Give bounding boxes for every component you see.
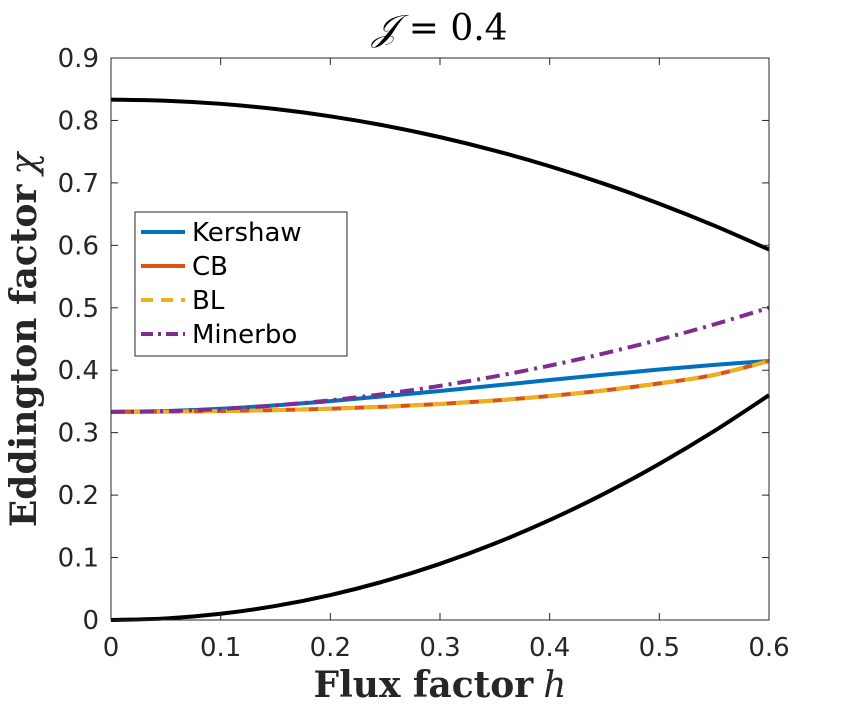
legend-label-cb: CB — [192, 252, 228, 282]
series-line-upper-bound — [110, 97, 770, 252]
y-tick-label: 0.7 — [58, 169, 99, 199]
legend-label-kershaw: Kershaw — [192, 218, 302, 248]
series-line-lower-bound — [110, 393, 771, 622]
plot-lines — [110, 97, 771, 622]
y-tick-label: 0.8 — [58, 106, 99, 136]
x-tick-label: 0.5 — [639, 633, 680, 663]
chart-title: 𝒥 = 0.4 — [370, 8, 507, 49]
y-axis-label-var: χ — [4, 151, 45, 178]
legend-label-minerbo: Minerbo — [192, 320, 297, 350]
y-tick-label: 0.5 — [58, 294, 99, 324]
y-tick-label: 0.3 — [58, 419, 99, 449]
y-axis-label-text: Eddington factor — [3, 184, 45, 528]
legend: Kershaw CB BL Minerbo — [134, 211, 348, 357]
y-tick-label: 0.4 — [58, 356, 99, 386]
y-axis-label: Eddington factor χ — [3, 151, 45, 528]
series-line-bl — [110, 359, 770, 414]
y-tick-label: 0.2 — [58, 481, 99, 511]
x-tick-label: 0.3 — [419, 633, 460, 663]
x-tick-label: 0.4 — [529, 633, 570, 663]
y-tick-label: 0.1 — [58, 544, 99, 574]
x-axis-label-text: Flux factor — [314, 664, 535, 706]
y-tick-label: 0.9 — [58, 44, 99, 74]
y-tick-label: 0 — [82, 606, 99, 636]
x-tick-label: 0.6 — [748, 633, 789, 663]
x-tick-label: 0 — [103, 633, 120, 663]
y-tick-label: 0.6 — [58, 231, 99, 261]
title-rest: = 0.4 — [397, 8, 507, 49]
series-line-minerbo — [110, 305, 770, 414]
x-axis-label: Flux factor h — [314, 664, 567, 706]
y-axis-ticks: 0 0.1 0.2 0.3 0.4 0.5 0.6 0.7 0.8 0.9 — [58, 44, 769, 636]
x-axis-ticks: 0 0.1 0.2 0.3 0.4 0.5 0.6 — [103, 58, 790, 663]
legend-label-bl: BL — [192, 286, 225, 316]
x-tick-label: 0.1 — [200, 633, 241, 663]
x-axis-label-var: h — [543, 665, 566, 706]
x-tick-label: 0.2 — [310, 633, 351, 663]
